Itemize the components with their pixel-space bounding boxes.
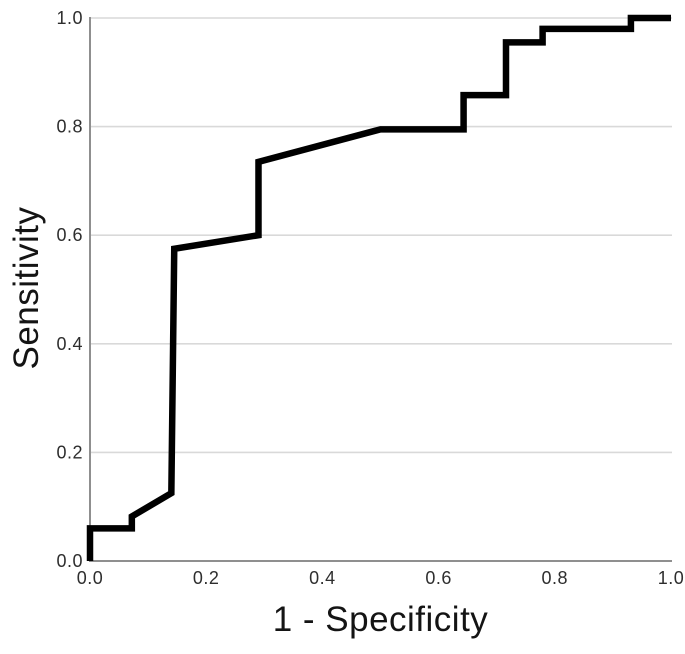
y-tick-label: 0.2 xyxy=(56,442,83,462)
roc-curve-line xyxy=(86,14,671,561)
x-tick-label: 0.2 xyxy=(193,568,220,588)
x-tick-label: 0.6 xyxy=(425,568,452,588)
x-tick-label: 0.8 xyxy=(542,568,569,588)
x-tick-label: 0.4 xyxy=(309,568,336,588)
y-tick-label: 1.0 xyxy=(56,8,83,28)
x-tick-label: 0.0 xyxy=(77,568,104,588)
y-tick-label: 0.6 xyxy=(56,225,83,245)
x-tick-label: 1.0 xyxy=(658,568,685,588)
y-tick-label: 0.4 xyxy=(56,334,83,354)
x-axis-title: 1 - Specificity xyxy=(272,600,489,639)
y-tick-label: 0.0 xyxy=(56,551,83,571)
y-axis-title: Sensitivity xyxy=(7,206,46,370)
y-tick-label: 0.8 xyxy=(56,117,83,137)
